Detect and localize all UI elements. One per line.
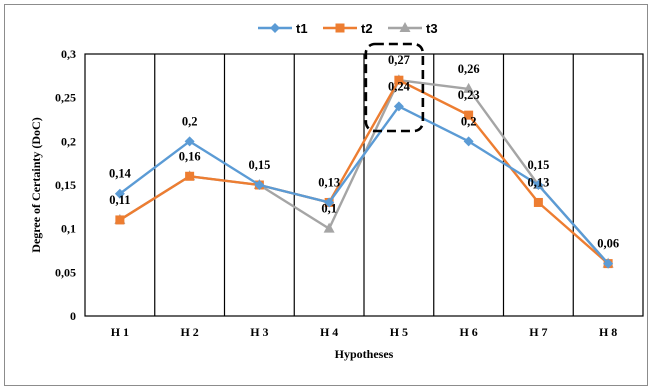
data-point-t1 xyxy=(184,136,195,147)
legend-item-t2: t2 xyxy=(323,21,373,36)
legend-item-t1: t1 xyxy=(258,21,308,36)
data-point-t1 xyxy=(114,188,125,199)
data-point-t3 xyxy=(463,82,475,93)
legend-item-t3: t3 xyxy=(388,21,438,36)
chart-frame xyxy=(4,4,648,386)
data-point-t2 xyxy=(533,197,543,207)
x-tick-label: H 4 xyxy=(320,325,338,339)
legend-label: t3 xyxy=(426,21,438,36)
x-axis-title: Hypotheses xyxy=(335,347,394,361)
data-label-t2: 0,13 xyxy=(318,175,340,189)
legend: t1 t2 t3 xyxy=(258,21,438,36)
data-label-t2: 0,23 xyxy=(458,88,480,102)
data-label-t1: 0,24 xyxy=(388,79,411,93)
legend-marker xyxy=(399,22,411,32)
y-tick-label: 0,2 xyxy=(61,134,76,148)
y-tick-label: 0,15 xyxy=(55,178,76,192)
data-point-t1 xyxy=(254,180,265,190)
data-label-t2: 0,06 xyxy=(597,237,619,251)
series-line-t1 xyxy=(119,105,610,265)
data-point-t2 xyxy=(464,110,474,120)
legend-marker xyxy=(335,23,345,33)
data-point-t2 xyxy=(394,75,404,85)
data-label-t2: 0,16 xyxy=(179,149,201,163)
data-point-t3 xyxy=(323,222,335,233)
y-tick-label: 0,25 xyxy=(55,91,76,105)
legend-label: t1 xyxy=(296,21,308,36)
series-t1 xyxy=(114,101,614,269)
data-point-t1 xyxy=(463,136,474,147)
data-labels: 0,14 0,2 0,24 0,2 0,15 0,11 0,16 0,15 0,13 0,27 0,… xyxy=(109,53,619,250)
x-tick-label: H 6 xyxy=(459,325,477,339)
data-point-t1 xyxy=(603,258,614,269)
data-label-t2: 0,13 xyxy=(527,175,549,189)
x-tick-label: H 5 xyxy=(390,325,408,339)
data-point-t1 xyxy=(533,180,544,190)
x-tick-label: H 8 xyxy=(599,325,617,339)
series-line-t2 xyxy=(119,78,609,265)
y-tick-label: 0 xyxy=(70,309,76,323)
data-label-t1: 0,2 xyxy=(461,114,477,128)
data-label-t1: 0,14 xyxy=(109,167,132,181)
x-tick-label: H 2 xyxy=(180,325,198,339)
data-label-t1: 0,15 xyxy=(527,158,549,172)
x-tick-label: H 3 xyxy=(250,325,268,339)
x-tick-label: H 1 xyxy=(111,325,129,339)
data-point-t1 xyxy=(324,197,335,208)
y-tick-label: 0,1 xyxy=(61,222,76,236)
data-label-t3: 0,26 xyxy=(458,62,480,76)
data-label-t2: 0,27 xyxy=(388,53,410,67)
legend-marker xyxy=(270,23,280,33)
plot-area: 0 0,05 0,1 0,15 0,2 0,25 0,3 H 1 H 2 H 3 H 4 H 5 H 6… xyxy=(55,42,644,339)
data-label-t2: 0,15 xyxy=(248,158,270,172)
data-label-t3: 0,1 xyxy=(321,202,337,216)
x-tick-label: H 7 xyxy=(529,325,547,339)
y-tick-label: 0,05 xyxy=(55,265,76,279)
highlight-box xyxy=(364,42,425,133)
data-point-t1 xyxy=(393,101,404,112)
data-point-t2 xyxy=(115,215,125,225)
data-label-t1: 0,2 xyxy=(182,114,198,128)
y-axis-title: Degree of Certainty (DoC) xyxy=(29,117,43,252)
legend-label: t2 xyxy=(361,21,373,36)
data-point-t2 xyxy=(185,171,195,181)
data-label-t2: 0,11 xyxy=(109,193,130,207)
y-tick-label: 0,3 xyxy=(61,47,76,61)
